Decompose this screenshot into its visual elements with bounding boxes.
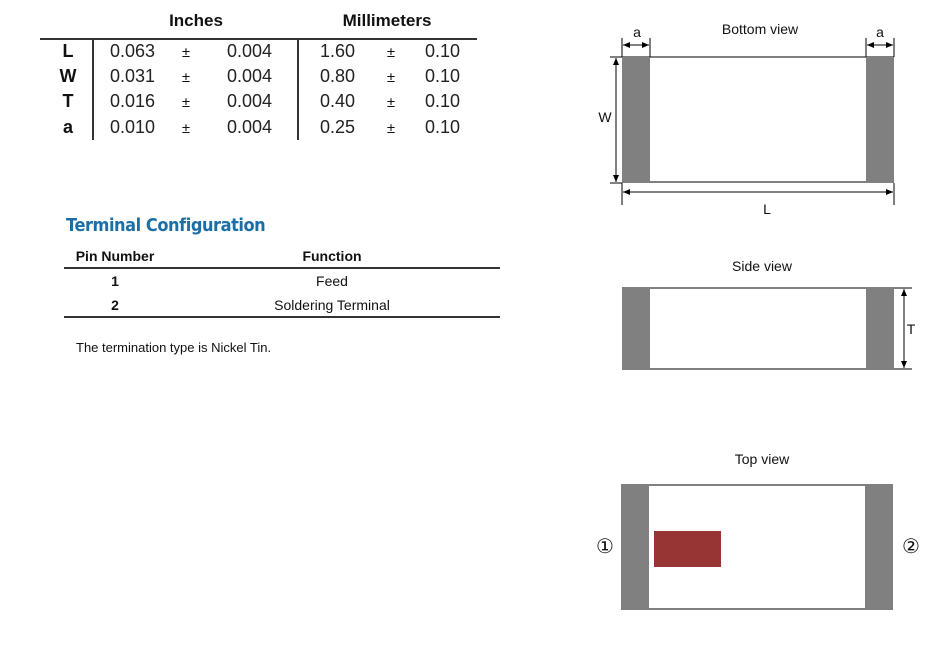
terminal-pin2 xyxy=(865,484,893,610)
dim-label: L xyxy=(62,41,74,61)
plus-minus: ± xyxy=(386,94,396,111)
inches-tolerance: 0.004 xyxy=(226,66,272,86)
pin-number: 2 xyxy=(111,297,119,313)
dim-a-left: a xyxy=(633,24,641,40)
termination-note: The termination type is Nickel Tin. xyxy=(76,340,272,355)
mm-tolerance: 0.10 xyxy=(424,91,460,111)
top-view: Top view ① ② xyxy=(596,451,920,610)
plus-minus: ± xyxy=(386,120,396,137)
plus-minus: ± xyxy=(181,44,191,61)
inches-tolerance: 0.004 xyxy=(226,41,272,61)
dim-l-label: L xyxy=(763,201,771,217)
mm-tolerance: 0.10 xyxy=(424,66,460,86)
dim-label: a xyxy=(62,117,74,137)
dim-w-label: W xyxy=(598,109,612,125)
mm-nominal: 0.25 xyxy=(320,117,356,137)
header-pin-number: Pin Number xyxy=(75,248,155,264)
pin-function: Soldering Terminal xyxy=(274,297,390,313)
dim-t-label: T xyxy=(907,321,916,337)
mm-nominal: 1.60 xyxy=(320,41,356,61)
side-view: Side view T xyxy=(622,258,916,370)
header-inches: Inches xyxy=(169,11,223,30)
plus-minus: ± xyxy=(386,69,396,86)
dim-label: W xyxy=(59,66,77,86)
inches-tolerance: 0.004 xyxy=(226,117,272,137)
terminal-left xyxy=(622,288,650,370)
bottom-view-title: Bottom view xyxy=(722,21,799,37)
inches-nominal: 0.031 xyxy=(110,66,156,86)
top-view-title: Top view xyxy=(735,451,790,467)
inches-nominal: 0.010 xyxy=(110,117,156,137)
table-divider-1 xyxy=(92,39,94,140)
bottom-view: Bottom view a a W L xyxy=(598,21,895,217)
header-function: Function xyxy=(302,248,362,264)
terminal-right xyxy=(866,288,894,370)
pin1-label: ① xyxy=(596,536,614,558)
side-view-title: Side view xyxy=(732,258,793,274)
config-bottom-rule xyxy=(64,316,500,318)
terminal-right xyxy=(866,57,894,183)
terminal-configuration-title: Terminal Configuration xyxy=(66,215,266,236)
plus-minus: ± xyxy=(181,94,191,111)
dim-a-right: a xyxy=(876,24,884,40)
mm-tolerance: 0.10 xyxy=(424,41,460,61)
plus-minus: ± xyxy=(181,120,191,137)
table-divider-2 xyxy=(297,39,299,140)
terminal-left xyxy=(622,57,650,183)
header-millimeters: Millimeters xyxy=(342,11,432,30)
inches-tolerance: 0.004 xyxy=(226,91,272,111)
dim-label: T xyxy=(62,91,74,111)
inches-nominal: 0.063 xyxy=(110,41,156,61)
mm-tolerance: 0.10 xyxy=(424,117,460,137)
plus-minus: ± xyxy=(386,44,396,61)
config-header-rule xyxy=(64,267,500,269)
pin-function: Feed xyxy=(316,273,348,289)
pin2-label: ② xyxy=(902,536,920,558)
terminal-pin1 xyxy=(621,484,649,610)
pin-number: 1 xyxy=(111,273,119,289)
table-top-rule xyxy=(40,38,477,40)
polarity-marking xyxy=(654,531,721,567)
inches-nominal: 0.016 xyxy=(110,91,156,111)
plus-minus: ± xyxy=(181,69,191,86)
mm-nominal: 0.80 xyxy=(320,66,356,86)
mm-nominal: 0.40 xyxy=(320,91,356,111)
